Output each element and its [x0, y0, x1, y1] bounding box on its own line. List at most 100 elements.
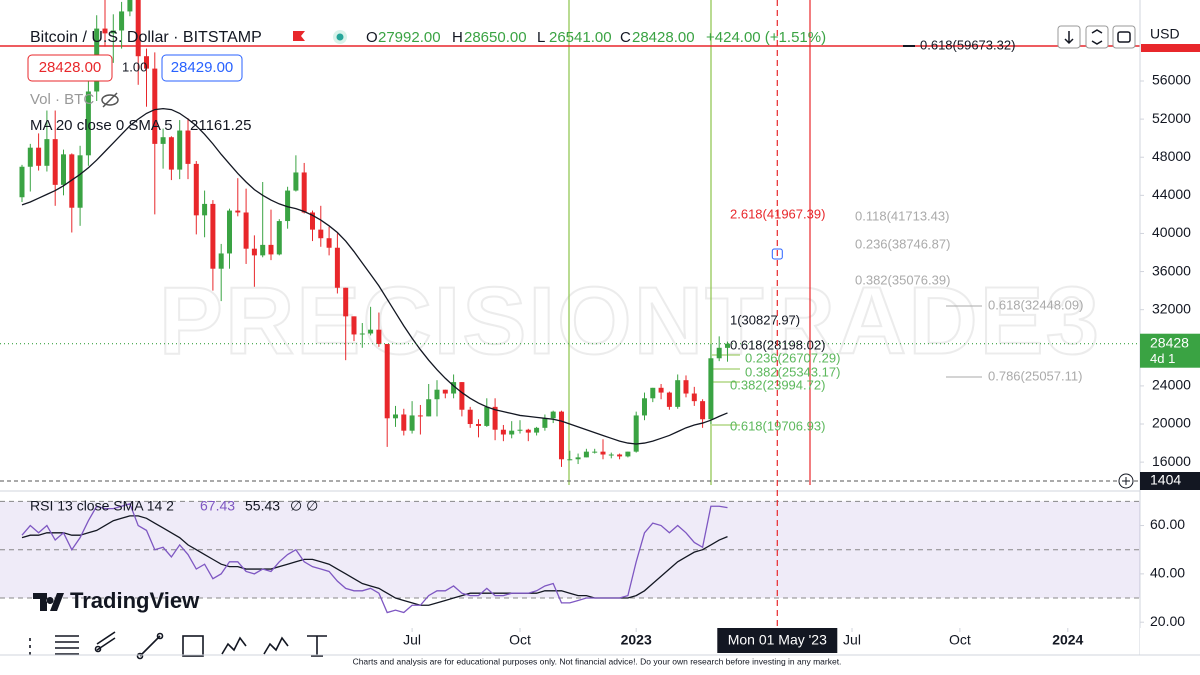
candle-body: [442, 389, 448, 394]
header-text: H: [452, 29, 463, 46]
candle-body: [27, 147, 33, 167]
candle-body: [658, 387, 664, 393]
candle-body: [434, 389, 440, 400]
candle-body: [392, 414, 398, 419]
candle-body: [293, 172, 299, 191]
y-tick-label: 48000: [1152, 148, 1191, 164]
candle-body: [459, 382, 465, 410]
header-text: MA 20 close 0 SMA 5: [30, 117, 173, 134]
candle-body: [484, 406, 490, 426]
y-tick-label: 20000: [1152, 415, 1191, 431]
candle-body: [724, 343, 730, 348]
candle-body: [575, 457, 581, 460]
candle-body: [691, 393, 697, 402]
sell-price: 28428.00: [39, 59, 102, 76]
crosshair-date-box: [717, 628, 838, 653]
candle-body: [276, 221, 282, 255]
candle-body: [600, 451, 606, 455]
y-tick-label: 44000: [1152, 186, 1191, 202]
candle-body: [343, 287, 349, 317]
candle-body: [85, 91, 91, 156]
candle-body: [77, 155, 83, 208]
fib-label: 0.618(32448.09): [988, 297, 1083, 312]
header-text: O: [366, 29, 378, 46]
y-tick-label: 56000: [1152, 72, 1191, 88]
header-text: 27992.00: [378, 29, 441, 46]
crosshair-price: 1404: [1150, 472, 1181, 488]
flag-icon: [293, 31, 305, 41]
candle-body: [475, 424, 481, 426]
rsi-value: 67.43: [200, 498, 235, 514]
candle-body: [384, 343, 390, 419]
candle-body: [509, 430, 515, 435]
corner: [1140, 628, 1200, 655]
crosshair-date: Mon 01 May '23: [728, 632, 827, 648]
candle-body: [226, 210, 232, 254]
candle-body: [542, 418, 548, 428]
y-tick-label: 20.00: [1150, 613, 1185, 629]
rsi-pane: [0, 500, 1140, 614]
candle-body: [583, 451, 589, 458]
candle-body: [517, 429, 523, 431]
candle-body: [550, 411, 556, 419]
candle-body: [426, 399, 432, 417]
crosshair-price-box: [1140, 472, 1200, 490]
header-text: L: [537, 29, 545, 46]
candle-body: [135, 0, 141, 57]
candle-body: [326, 238, 332, 248]
candle-body: [417, 415, 423, 417]
candle-body: [160, 137, 166, 144]
candle-body: [309, 212, 315, 230]
candle-body: [617, 454, 623, 457]
crosshair-plus-sign: [1122, 477, 1130, 485]
header-text: C: [620, 29, 631, 46]
candle-body: [301, 172, 307, 213]
button[interactable]: [1085, 25, 1109, 49]
header-text: +424.00 (+1.51%): [706, 29, 826, 46]
candle-body: [666, 392, 672, 407]
toolbar-icons[interactable]: [29, 631, 327, 660]
candle-body: [268, 244, 274, 255]
candle-body: [285, 190, 291, 222]
y-tick-label: 40000: [1152, 224, 1191, 240]
candle-body: [185, 130, 191, 164]
last-price-box: [1140, 333, 1200, 368]
candle-body: [633, 415, 639, 452]
x-tick-label: Jul: [403, 632, 421, 648]
fib-label: 0.236(38746.87): [855, 236, 950, 251]
candle-body: [558, 411, 564, 460]
buy-button[interactable]: [161, 54, 243, 82]
x-tick-label: Jul: [843, 632, 861, 648]
y-tick-label: 36000: [1152, 262, 1191, 278]
header-text: 26541.00: [549, 29, 612, 46]
candle-body: [260, 244, 266, 256]
candle-body: [492, 406, 498, 430]
candle-body: [500, 429, 506, 435]
button[interactable]: [1112, 25, 1136, 49]
header-text: 28428.00: [632, 29, 695, 46]
y-tick-label: 32000: [1152, 300, 1191, 316]
header-text: 1.00: [122, 59, 147, 74]
sell-button[interactable]: [27, 54, 113, 82]
candle-body: [119, 11, 125, 31]
candle-body: [451, 382, 457, 394]
candle-body: [376, 329, 382, 344]
rsi-sma-value: 55.43: [245, 498, 280, 514]
candle-body: [177, 130, 183, 170]
candle-body: [409, 415, 415, 431]
candle-body: [52, 139, 58, 185]
watermark: PRECISIONTRADE3: [159, 267, 1101, 374]
header-text: 28650.00: [464, 29, 527, 46]
candle-body: [683, 380, 689, 394]
fib-label: 0.236(26707.29): [745, 350, 840, 365]
price-pane: PRECISIONTRADE30.618(59673.32)2.618(4196…: [0, 0, 1140, 485]
y-tick-label: 24000: [1152, 377, 1191, 393]
candle-body: [110, 30, 116, 34]
candle-body: [708, 358, 714, 420]
fib-label: 0.382(35076.39): [855, 272, 950, 287]
candle-body: [318, 229, 324, 239]
candle-body: [243, 212, 249, 249]
candle-body: [168, 137, 174, 170]
